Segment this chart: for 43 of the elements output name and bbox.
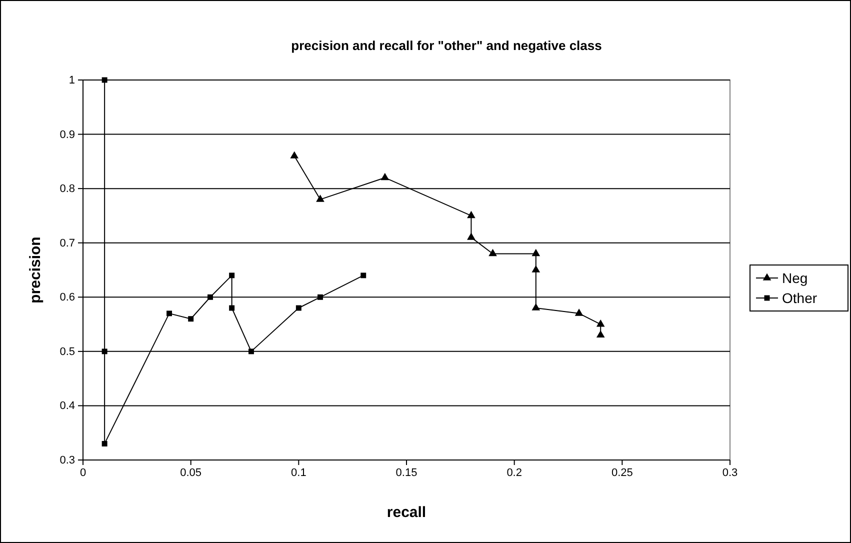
x-tick-label: 0 (80, 466, 86, 479)
point (188, 316, 194, 322)
point (467, 232, 476, 240)
point (229, 305, 235, 311)
point (532, 265, 540, 272)
chart-title: precision and recall for "other" and negative class (291, 38, 602, 53)
legend-label: Other (782, 290, 818, 306)
x-tick-label: 0.2 (506, 466, 522, 479)
y-tick-label: 0.8 (60, 183, 75, 196)
point (574, 308, 584, 316)
y-tick-label: 0.4 (60, 400, 75, 412)
point (248, 348, 254, 354)
point (317, 294, 323, 300)
y-tick-label: 0.5 (60, 346, 75, 358)
point (102, 348, 108, 354)
x-tick-label: 0.3 (722, 466, 738, 479)
point (102, 440, 108, 446)
y-tick-label: 0.3 (60, 454, 75, 467)
point (296, 305, 302, 311)
y-tick-label: 0.6 (60, 292, 75, 304)
point (229, 272, 235, 278)
y-tick-label: 1 (68, 74, 75, 87)
y-tick-label: 0.9 (60, 128, 75, 141)
point (532, 303, 540, 310)
point (488, 248, 497, 256)
point (596, 330, 605, 338)
point (290, 151, 299, 158)
point (316, 194, 324, 202)
point (532, 248, 540, 256)
x-tick-label: 0.05 (180, 466, 202, 479)
x-tick-label: 0.25 (611, 466, 633, 479)
x-axis-title: recall (386, 504, 426, 521)
point (360, 272, 366, 278)
legend-label: Neg (782, 270, 808, 286)
y-axis-title: precision (27, 236, 44, 304)
y-tick-label: 0.7 (60, 237, 75, 250)
x-tick-label: 0.15 (396, 466, 418, 479)
point (467, 210, 476, 218)
point (380, 172, 390, 180)
point (166, 310, 172, 316)
point (596, 319, 605, 327)
x-tick-label: 0.1 (291, 466, 306, 479)
point (208, 294, 213, 300)
